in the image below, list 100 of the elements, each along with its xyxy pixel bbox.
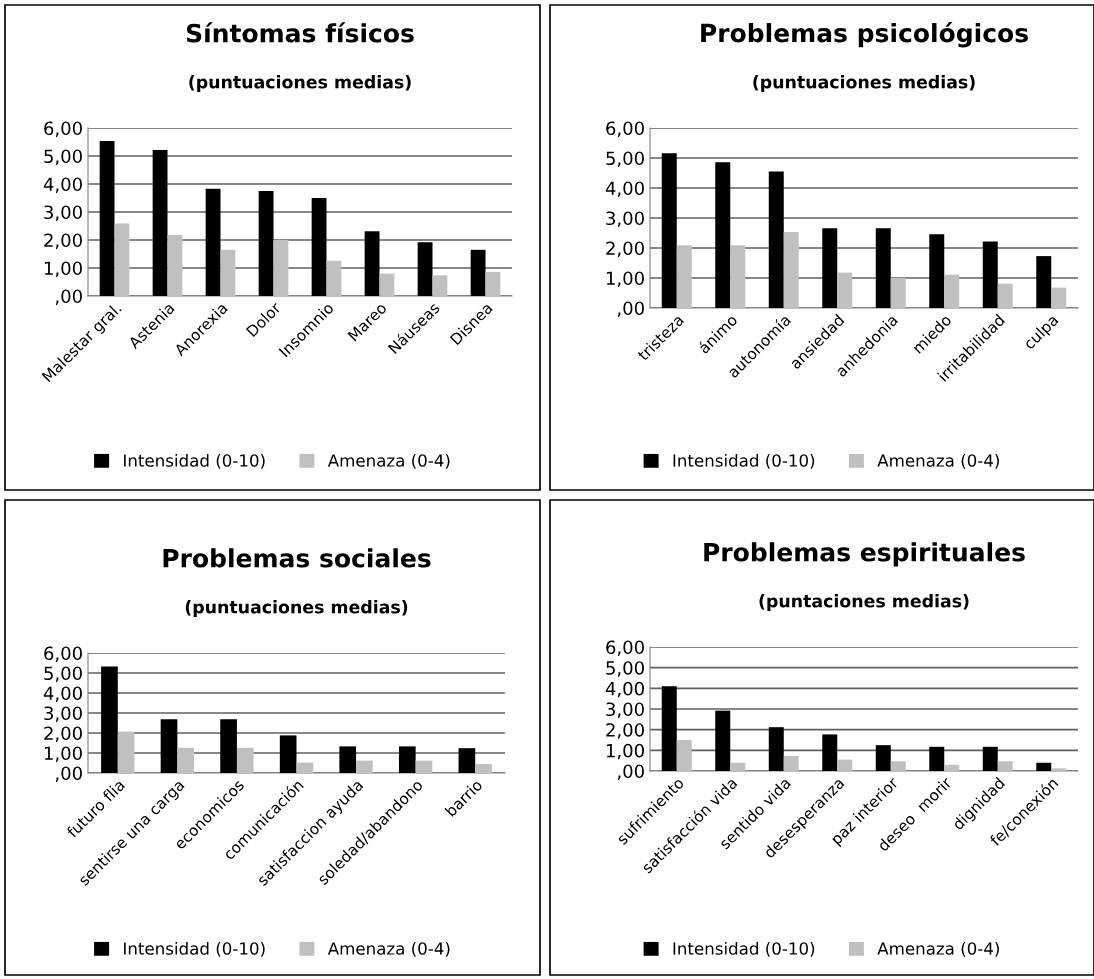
y-tick-label: ,00: [55, 766, 82, 782]
y-tick-label: 6,00: [44, 121, 82, 137]
y-tick-label: 5,00: [44, 149, 82, 165]
bar: [661, 686, 677, 771]
legend-label: Amenaza (0-4): [877, 941, 999, 957]
bar: [220, 719, 237, 773]
bar: [875, 228, 891, 308]
bar: [783, 232, 799, 308]
bar: [311, 198, 327, 296]
bar: [415, 760, 433, 773]
y-tick-label: 2,00: [606, 241, 644, 257]
bar: [875, 745, 891, 771]
bar: [279, 735, 297, 773]
bar: [929, 746, 945, 771]
y-tick-label: 4,00: [605, 181, 644, 197]
bar: [715, 710, 731, 771]
bar: [890, 761, 906, 771]
bar: [101, 666, 118, 773]
bar: [152, 150, 168, 296]
bar: [982, 746, 998, 771]
chart-subtitle: (puntuaciones medias): [753, 75, 975, 92]
legend-label: Intensidad (0-10): [673, 453, 815, 469]
bar: [273, 240, 289, 296]
bar: [982, 241, 998, 308]
y-tick-label: 6,00: [606, 121, 644, 137]
chart-subtitle: (puntaciones medias): [759, 594, 969, 611]
bar: [177, 747, 195, 773]
chart-title: Problemas espirituales: [704, 542, 1025, 567]
bar: [929, 234, 945, 308]
bar: [997, 283, 1013, 308]
y-tick-label: 6,00: [44, 646, 82, 662]
y-tick-label: ,00: [617, 764, 644, 780]
chart-title: Problemas psicológicos: [701, 22, 1028, 48]
bar: [236, 747, 254, 773]
bar: [356, 760, 373, 773]
chart-subtitle: (puntuaciones medias): [189, 75, 411, 92]
y-tick-label: 5,00: [606, 151, 644, 167]
bar: [1051, 287, 1067, 308]
bar: [997, 761, 1013, 771]
bar: [768, 171, 784, 308]
chart-subtitle: (puntuaciones medias): [185, 600, 408, 617]
y-tick-label: 2,00: [606, 723, 644, 739]
bar: [167, 234, 183, 296]
bar: [470, 249, 486, 296]
bar: [661, 153, 677, 308]
bar: [837, 759, 853, 771]
bar: [296, 762, 314, 773]
bar: [768, 727, 784, 771]
bar: [822, 228, 838, 308]
legend-label: Amenaza (0-4): [327, 453, 450, 469]
bar: [326, 260, 342, 296]
legend-label: Intensidad (0-10): [673, 941, 815, 957]
y-tick-label: ,00: [55, 289, 82, 305]
bar: [837, 272, 853, 308]
bar: [379, 273, 395, 296]
y-tick-label: 2,00: [44, 233, 82, 249]
bar: [114, 223, 130, 296]
bar: [398, 746, 416, 773]
y-tick-label: 5,00: [606, 661, 644, 677]
bar: [783, 755, 799, 771]
bar: [715, 162, 731, 308]
legend-label: Intensidad (0-10): [124, 941, 265, 957]
bar: [458, 748, 476, 773]
bar: [676, 245, 692, 308]
y-tick-label: 1,00: [44, 261, 82, 277]
y-tick-label: ,00: [617, 301, 644, 317]
chart-title: Problemas sociales: [163, 548, 431, 568]
bar: [1036, 762, 1052, 771]
bar: [258, 191, 274, 296]
bar: [890, 278, 906, 308]
y-tick-label: 5,00: [44, 666, 82, 682]
bar: [485, 271, 501, 296]
bar: [417, 242, 433, 296]
y-tick-label: 1,00: [44, 746, 82, 762]
y-tick-label: 4,00: [605, 681, 644, 698]
bar: [944, 274, 960, 308]
bar: [475, 764, 492, 773]
bar: [432, 275, 448, 296]
bar: [117, 731, 135, 773]
bar: [822, 734, 838, 771]
y-tick-label: 3,00: [606, 211, 644, 227]
bar: [205, 188, 221, 296]
bar: [1036, 256, 1052, 308]
y-tick-label: 1,00: [606, 271, 644, 287]
chart-title: Síntomas físicos: [186, 22, 414, 43]
y-tick-label: 3,00: [606, 702, 644, 718]
legend-label: Amenaza (0-4): [877, 453, 999, 469]
bar: [676, 740, 692, 771]
bar: [339, 746, 357, 773]
bar: [220, 249, 236, 296]
bar: [730, 762, 746, 771]
bar: [944, 764, 960, 771]
y-tick-label: 1,00: [606, 743, 644, 760]
legend-label: Amenaza (0-4): [327, 941, 450, 957]
y-tick-label: 3,00: [44, 205, 82, 221]
bar: [1051, 768, 1067, 771]
bar: [160, 719, 178, 773]
bar: [730, 245, 746, 308]
y-tick-label: 6,00: [606, 640, 644, 656]
legend-label: Intensidad (0-10): [124, 453, 265, 469]
